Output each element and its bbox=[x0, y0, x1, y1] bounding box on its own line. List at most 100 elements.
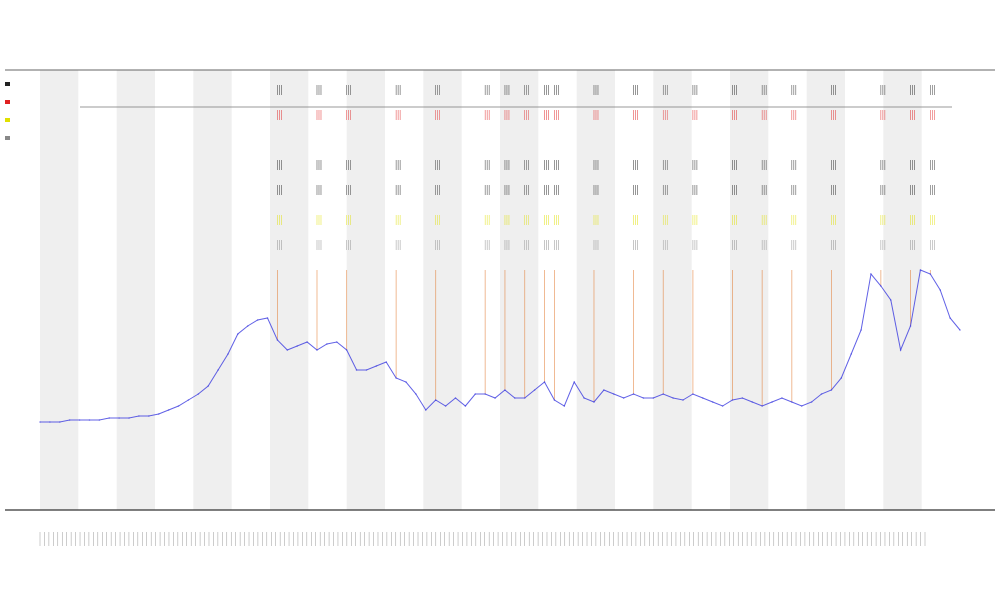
data-point bbox=[533, 389, 536, 391]
data-point bbox=[68, 419, 71, 421]
data-point bbox=[771, 401, 773, 403]
data-point bbox=[207, 385, 209, 387]
data-point bbox=[830, 389, 833, 391]
data-point bbox=[573, 381, 575, 383]
data-point bbox=[335, 341, 338, 343]
data-point bbox=[840, 377, 843, 379]
band bbox=[806, 70, 845, 510]
data-point bbox=[563, 405, 566, 407]
data-point bbox=[385, 361, 388, 363]
data-point bbox=[652, 397, 655, 399]
data-point bbox=[464, 405, 467, 407]
data-point bbox=[266, 317, 269, 319]
data-point bbox=[197, 393, 200, 395]
band bbox=[730, 70, 769, 510]
band bbox=[653, 70, 692, 510]
data-point bbox=[514, 397, 516, 399]
data-point bbox=[296, 345, 299, 347]
data-point bbox=[612, 393, 615, 395]
data-point bbox=[870, 273, 872, 275]
data-point bbox=[820, 393, 823, 395]
data-point bbox=[711, 401, 714, 403]
band bbox=[270, 70, 309, 510]
data-point bbox=[316, 349, 318, 351]
data-point bbox=[157, 413, 160, 415]
data-point bbox=[138, 415, 140, 417]
data-point bbox=[959, 329, 961, 331]
data-point bbox=[355, 369, 358, 371]
data-point bbox=[543, 381, 546, 383]
data-point bbox=[632, 393, 635, 395]
data-point bbox=[721, 405, 724, 407]
data-point bbox=[800, 405, 803, 407]
data-point bbox=[148, 415, 150, 417]
spike-layer bbox=[277, 270, 931, 406]
data-point bbox=[167, 409, 170, 411]
data-point bbox=[58, 421, 61, 423]
data-point bbox=[741, 397, 744, 399]
data-point bbox=[177, 405, 180, 407]
data-point bbox=[484, 393, 486, 395]
data-point bbox=[256, 319, 259, 321]
data-point bbox=[405, 381, 407, 383]
data-point bbox=[682, 399, 684, 401]
data-point bbox=[880, 285, 882, 287]
data-point bbox=[375, 365, 378, 367]
data-point bbox=[49, 421, 51, 423]
data-point bbox=[444, 405, 447, 407]
data-point bbox=[88, 419, 91, 421]
data-point bbox=[791, 401, 793, 403]
band bbox=[40, 70, 79, 510]
data-point bbox=[187, 399, 190, 401]
legend-swatch bbox=[5, 82, 10, 86]
data-point bbox=[761, 405, 763, 407]
legend-swatch bbox=[5, 118, 10, 122]
x-tick-layer bbox=[39, 532, 926, 546]
data-point bbox=[246, 325, 249, 327]
data-point bbox=[425, 409, 427, 411]
legend-swatch bbox=[5, 100, 10, 104]
data-point bbox=[454, 397, 457, 399]
data-point bbox=[365, 369, 368, 371]
band bbox=[883, 70, 922, 510]
marker-layer bbox=[80, 85, 952, 250]
data-point bbox=[889, 299, 892, 301]
data-point bbox=[98, 419, 101, 421]
data-point bbox=[672, 397, 674, 399]
data-point bbox=[128, 417, 130, 419]
data-point bbox=[593, 401, 595, 403]
data-point bbox=[553, 399, 556, 401]
legend-swatch bbox=[5, 136, 10, 140]
data-point bbox=[286, 349, 289, 351]
data-point bbox=[345, 349, 348, 351]
band bbox=[576, 70, 615, 510]
data-point bbox=[810, 401, 813, 403]
data-point bbox=[395, 377, 397, 379]
data-point bbox=[622, 397, 625, 399]
data-point bbox=[306, 341, 308, 343]
data-point bbox=[731, 399, 734, 401]
data-point bbox=[108, 417, 111, 419]
data-point bbox=[701, 397, 704, 399]
data-point bbox=[929, 273, 932, 275]
data-point bbox=[692, 393, 694, 395]
data-point bbox=[603, 389, 605, 391]
data-point bbox=[523, 397, 526, 399]
data-point bbox=[909, 325, 912, 327]
data-point bbox=[326, 343, 328, 345]
data-point bbox=[434, 399, 437, 401]
data-point bbox=[850, 353, 852, 355]
band bbox=[423, 70, 462, 510]
data-point bbox=[474, 393, 477, 395]
data-point bbox=[642, 397, 645, 399]
data-point bbox=[662, 393, 665, 395]
data-point bbox=[899, 349, 902, 351]
data-point bbox=[276, 339, 279, 341]
data-point bbox=[78, 419, 81, 421]
data-point bbox=[583, 397, 585, 399]
data-point bbox=[237, 333, 239, 335]
data-point bbox=[415, 393, 417, 395]
series-layer bbox=[39, 269, 961, 423]
data-point bbox=[751, 401, 754, 403]
